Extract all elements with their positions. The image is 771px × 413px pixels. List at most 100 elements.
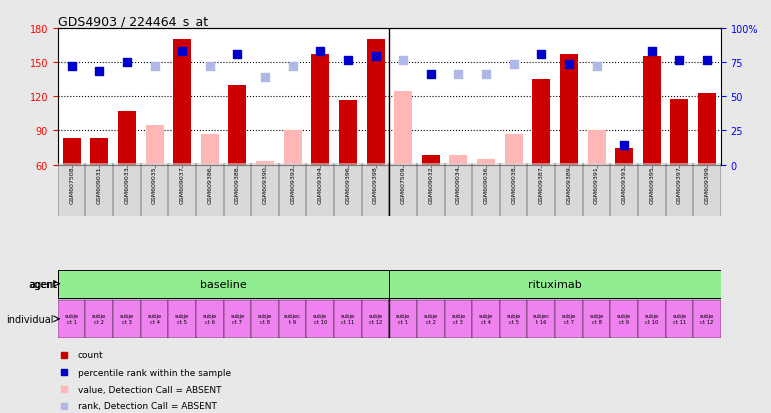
Point	[231, 52, 244, 58]
Text: subje
ct 2: subje ct 2	[93, 313, 106, 325]
Text: subjec
t 9: subjec t 9	[284, 313, 301, 325]
FancyBboxPatch shape	[445, 300, 472, 338]
Bar	[394, 91, 412, 165]
FancyBboxPatch shape	[389, 300, 417, 338]
Text: GSM609392: GSM609392	[290, 166, 295, 204]
Point	[645, 48, 658, 55]
Bar	[140, 163, 168, 217]
Text: GSM609391: GSM609391	[594, 166, 599, 204]
Point	[397, 57, 409, 64]
FancyBboxPatch shape	[140, 300, 168, 338]
Text: GSM609038: GSM609038	[511, 166, 516, 203]
Text: subje
ct 8: subje ct 8	[590, 313, 604, 325]
FancyBboxPatch shape	[665, 300, 693, 338]
Text: GSM609034: GSM609034	[456, 166, 461, 204]
Text: value, Detection Call = ABSENT: value, Detection Call = ABSENT	[78, 385, 221, 394]
FancyBboxPatch shape	[306, 300, 334, 338]
Point	[480, 71, 492, 78]
Text: subje
ct 5: subje ct 5	[175, 313, 189, 325]
Text: GSM609390: GSM609390	[263, 166, 268, 204]
Point	[443, 305, 456, 311]
Bar	[200, 135, 219, 165]
Text: percentile rank within the sample: percentile rank within the sample	[78, 368, 231, 377]
FancyBboxPatch shape	[168, 300, 196, 338]
Bar	[698, 94, 716, 165]
Text: GSM607508: GSM607508	[69, 166, 74, 203]
Point	[148, 63, 160, 70]
FancyBboxPatch shape	[500, 300, 527, 338]
Point	[535, 52, 547, 58]
Bar	[500, 163, 527, 217]
Text: subje
ct 11: subje ct 11	[341, 313, 355, 325]
FancyBboxPatch shape	[113, 300, 140, 338]
Bar	[306, 163, 334, 217]
Text: agent: agent	[29, 279, 58, 289]
Bar	[445, 163, 472, 217]
Bar	[422, 156, 439, 165]
Point	[425, 71, 437, 78]
Bar	[527, 163, 555, 217]
FancyBboxPatch shape	[611, 300, 638, 338]
FancyBboxPatch shape	[58, 270, 389, 298]
Text: subje
ct 4: subje ct 4	[479, 313, 493, 325]
Bar	[477, 159, 495, 165]
Point	[204, 63, 216, 70]
Text: subje
ct 6: subje ct 6	[203, 313, 217, 325]
FancyBboxPatch shape	[86, 300, 113, 338]
FancyBboxPatch shape	[196, 300, 224, 338]
Point	[443, 1, 456, 7]
FancyBboxPatch shape	[389, 270, 721, 298]
Text: subje
ct 7: subje ct 7	[562, 313, 576, 325]
Text: subjec
t 16: subjec t 16	[533, 313, 550, 325]
Point	[443, 156, 456, 163]
Point	[673, 57, 685, 64]
Text: GSM609036: GSM609036	[483, 166, 489, 203]
Text: GSM609032: GSM609032	[429, 166, 433, 204]
Point	[314, 48, 326, 55]
Point	[259, 74, 271, 81]
FancyBboxPatch shape	[555, 300, 583, 338]
Bar	[389, 163, 417, 217]
FancyBboxPatch shape	[638, 300, 665, 338]
FancyBboxPatch shape	[472, 300, 500, 338]
Bar	[146, 126, 163, 165]
Bar	[86, 163, 113, 217]
Bar	[505, 135, 523, 165]
Bar	[671, 99, 689, 165]
Point	[563, 62, 575, 69]
Point	[342, 57, 354, 64]
Text: GSM609389: GSM609389	[567, 166, 571, 204]
Text: subje
ct 10: subje ct 10	[313, 313, 328, 325]
Bar	[532, 80, 550, 165]
Point	[176, 48, 188, 55]
FancyBboxPatch shape	[224, 300, 251, 338]
Text: GSM609388: GSM609388	[235, 166, 240, 203]
Text: GSM609386: GSM609386	[207, 166, 212, 203]
Bar	[284, 131, 301, 165]
Text: subje
ct 11: subje ct 11	[672, 313, 686, 325]
Bar	[362, 163, 389, 217]
FancyBboxPatch shape	[527, 300, 555, 338]
Bar	[196, 163, 224, 217]
Bar	[417, 163, 445, 217]
Bar	[251, 163, 279, 217]
Bar	[560, 55, 578, 165]
Text: GSM609037: GSM609037	[180, 166, 184, 204]
Text: rituximab: rituximab	[528, 279, 582, 289]
Text: baseline: baseline	[200, 279, 247, 289]
Text: GSM609031: GSM609031	[97, 166, 102, 203]
Bar	[90, 139, 108, 165]
Point	[507, 62, 520, 69]
Text: GSM609395: GSM609395	[649, 166, 655, 204]
Text: rank, Detection Call = ABSENT: rank, Detection Call = ABSENT	[78, 401, 217, 410]
FancyBboxPatch shape	[334, 300, 362, 338]
Text: subje
ct 7: subje ct 7	[231, 313, 244, 325]
Bar	[62, 139, 81, 165]
Text: GSM609396: GSM609396	[345, 166, 350, 204]
Bar	[588, 131, 605, 165]
Text: subje
ct 2: subje ct 2	[424, 313, 438, 325]
FancyBboxPatch shape	[417, 300, 445, 338]
Bar	[643, 57, 661, 165]
Text: GSM609394: GSM609394	[318, 166, 323, 204]
Bar	[224, 163, 251, 217]
